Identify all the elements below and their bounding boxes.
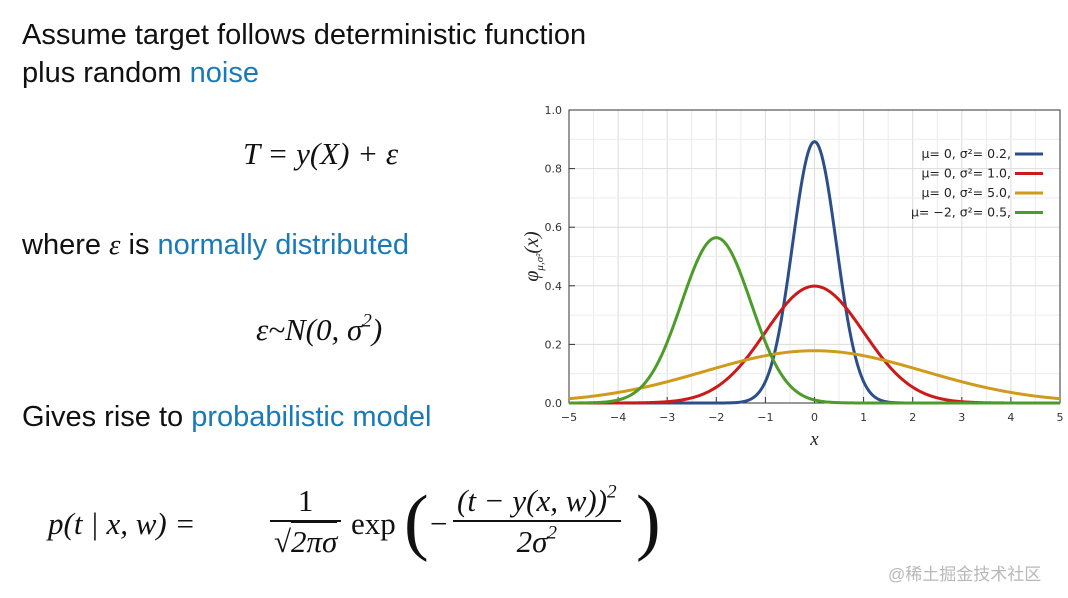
axis-ticks: −5 −4 −3 −2 −1 0 1 2 3 4 5 0.0 0.2 0.4 0.6 0.8 1.0 [545, 104, 1064, 424]
x-tick-label: −1 [757, 411, 773, 424]
y-tick-label: 0.8 [545, 163, 563, 176]
normalizer-numerator: 1 [297, 483, 314, 518]
fraction-bar [453, 520, 621, 522]
legend: μ= 0, σ²= 0.2, μ= 0, σ²= 1.0, μ= 0, σ²= 5.… [911, 146, 1043, 220]
where-prefix: where [22, 229, 110, 261]
legend-entry-label: μ= 0, σ²= 0.2, [921, 146, 1011, 161]
exponent-denominator-sup: 2 [547, 522, 558, 544]
sqrt-icon: √ [274, 523, 292, 559]
where-middle: is [120, 229, 158, 261]
legend-entry-label: μ= 0, σ²= 1.0, [921, 166, 1011, 181]
minus-sign: − [430, 506, 448, 541]
normalizer-denominator: √2πσ [270, 521, 341, 562]
y-axis-label-arg: (x) [521, 231, 543, 254]
exponent-denominator-body: 2σ [516, 523, 548, 559]
noise-term: noise [189, 57, 259, 89]
y-tick-label: 0.6 [545, 221, 563, 234]
x-tick-label: 2 [909, 411, 916, 424]
heading-line-2: plus random noise [22, 54, 586, 92]
fraction-bar [270, 520, 342, 522]
normal-distribution-chart: −5 −4 −3 −2 −1 0 1 2 3 4 5 0.0 0.2 0.4 0.6 0.8 1.0 μ= 0,… [521, 104, 1064, 450]
series [568, 140, 1061, 405]
noise-eq-body: ε~N(0, σ [256, 312, 363, 347]
y-tick-label: 0.2 [545, 338, 563, 351]
epsilon-symbol: ε [109, 229, 121, 261]
watermark: @稀土掘金技术社区 [888, 565, 1042, 584]
left-paren: ( [404, 481, 429, 563]
equation-likelihood: p(t | x, w) = 1 √2πσ exp ( − (t − y(x, w… [48, 476, 661, 576]
y-tick-label: 1.0 [545, 104, 563, 117]
normalizer-fraction: 1 √2πσ [270, 482, 342, 562]
series-line-3 [568, 349, 1061, 401]
heading-line-2-text: plus random [22, 57, 190, 89]
exp-function: exp [351, 506, 396, 541]
slide-heading: Assume target follows deterministic func… [22, 16, 586, 92]
legend-entry-label: μ= 0, σ²= 5.0, [921, 185, 1011, 200]
noise-eq-close: ) [371, 312, 383, 347]
y-tick-label: 0.4 [545, 280, 563, 293]
x-tick-label: −3 [659, 411, 675, 424]
exponent-numerator-body: (t − y(x, w)) [457, 483, 608, 518]
exponent-numerator-sup: 2 [607, 481, 617, 503]
x-tick-label: −4 [610, 411, 626, 424]
series-line-4 [568, 236, 1061, 405]
y-tick-label: 0.0 [545, 397, 563, 410]
x-tick-label: 5 [1057, 411, 1064, 424]
probabilistic-model-term: probabilistic model [191, 401, 432, 433]
x-tick-label: 1 [860, 411, 867, 424]
heading-line-1: Assume target follows deterministic func… [22, 19, 587, 51]
exponent-denominator: 2σ2 [513, 522, 561, 562]
likelihood-lhs: p(t | x, w) = [48, 506, 196, 541]
y-axis-label: φμ,σ²(x) [521, 231, 546, 282]
where-line: where ε is normally distributed [22, 226, 409, 264]
x-tick-label: 3 [958, 411, 965, 424]
x-tick-label: 0 [811, 411, 818, 424]
noise-eq-sup: 2 [362, 310, 372, 332]
x-axis-label: x [809, 429, 819, 450]
y-axis-label-sub: μ,σ² [534, 253, 546, 272]
exponent-numerator: (t − y(x, w))2 [453, 482, 621, 520]
x-tick-label: −2 [708, 411, 724, 424]
normally-distributed-term: normally distributed [157, 229, 409, 261]
right-paren: ) [636, 481, 661, 563]
equation-noise: ε~N(0, σ2) [256, 310, 383, 348]
gives-line: Gives rise to probabilistic model [22, 398, 431, 436]
y-axis-label-main: φ [521, 271, 543, 282]
equation-target: T = y(X) + ε [243, 136, 399, 171]
legend-entry-label: μ= −2, σ²= 0.5, [911, 205, 1011, 220]
sqrt-content: 2πσ [291, 521, 338, 559]
exponent-fraction: (t − y(x, w))2 2σ2 [453, 482, 621, 562]
x-tick-label: 4 [1007, 411, 1014, 424]
x-tick-label: −5 [561, 411, 577, 424]
gives-prefix: Gives rise to [22, 401, 192, 433]
